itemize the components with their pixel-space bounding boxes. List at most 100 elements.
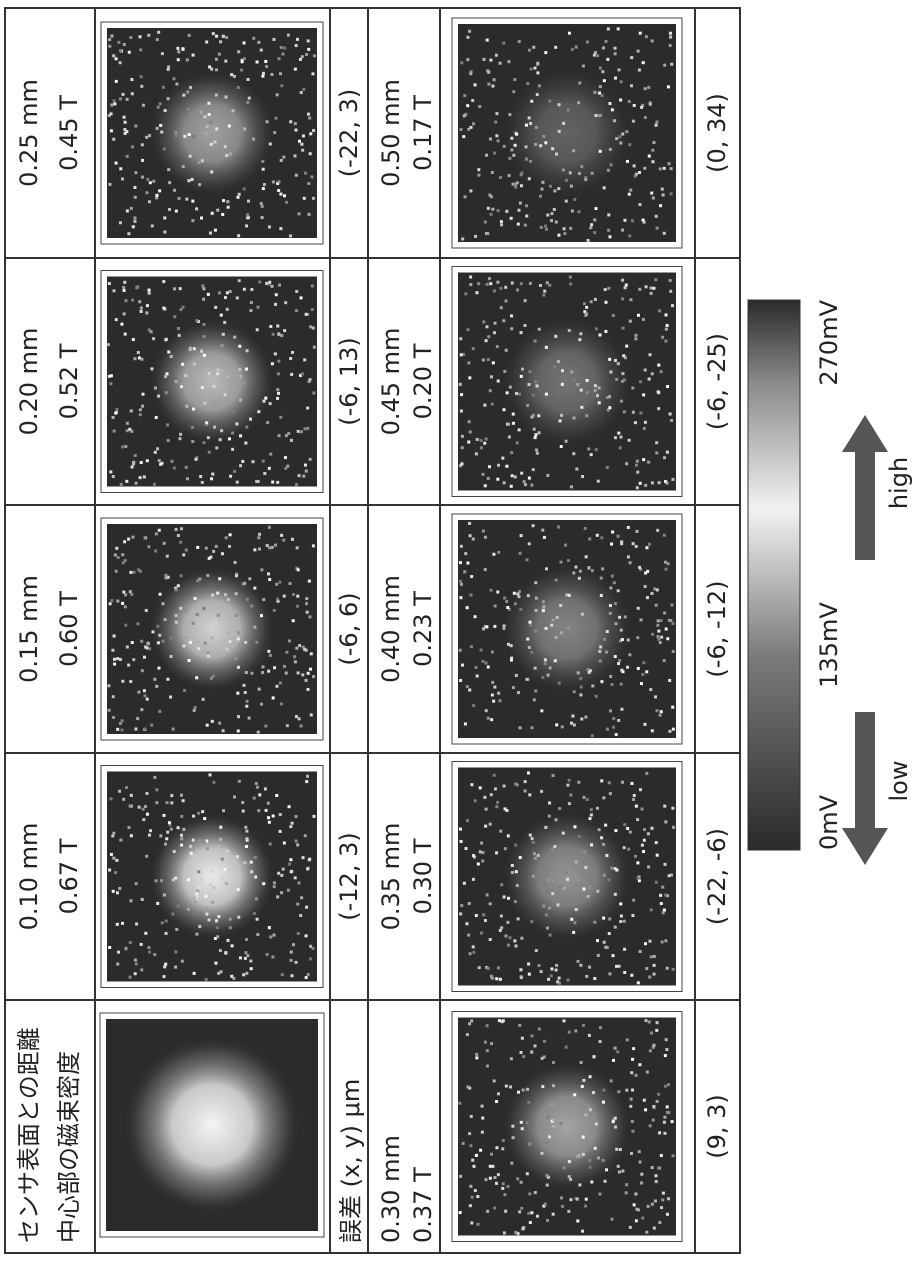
noise-dot: [290, 959, 293, 962]
noise-dot: [504, 934, 507, 937]
noise-dot: [172, 878, 175, 881]
noise-dot: [625, 1183, 628, 1186]
noise-dot: [174, 131, 177, 134]
noise-dot: [667, 85, 670, 88]
noise-dot: [144, 727, 147, 730]
noise-dot: [571, 48, 574, 51]
noise-dot: [110, 599, 113, 602]
noise-dot: [107, 343, 110, 346]
noise-dot: [663, 611, 666, 614]
noise-dot: [459, 679, 462, 682]
noise-dot: [459, 649, 462, 652]
noise-dot: [491, 651, 494, 654]
sensor-image: [452, 762, 682, 992]
noise-dot: [510, 1162, 513, 1165]
noise-dot: [256, 786, 259, 789]
noise-dot: [273, 131, 276, 134]
noise-dot: [293, 655, 296, 658]
noise-dot: [522, 1055, 525, 1058]
noise-dot: [124, 333, 127, 336]
noise-dot: [577, 960, 580, 963]
noise-dot: [515, 674, 518, 677]
noise-dot: [671, 304, 674, 307]
noise-dot: [579, 964, 582, 967]
noise-dot: [458, 1102, 461, 1105]
noise-dot: [637, 981, 640, 984]
noise-dot: [512, 413, 515, 416]
noise-dot: [291, 351, 294, 354]
noise-dot: [295, 309, 298, 312]
noise-dot: [271, 362, 274, 365]
noise-dot: [544, 826, 547, 829]
noise-dot: [500, 883, 503, 886]
noise-dot: [555, 723, 558, 726]
noise-dot: [272, 180, 275, 183]
noise-dot: [527, 1212, 530, 1215]
noise-dot: [557, 526, 560, 529]
noise-dot: [125, 947, 128, 950]
noise-dot: [647, 832, 650, 835]
noise-dot: [183, 135, 186, 138]
noise-dot: [112, 832, 115, 835]
noise-dot: [579, 677, 582, 680]
noise-dot: [216, 592, 219, 595]
noise-dot: [196, 546, 199, 549]
noise-dot: [224, 593, 227, 596]
noise-dot: [551, 619, 554, 622]
noise-dot: [610, 867, 613, 870]
noise-dot: [158, 634, 161, 637]
page: {"header": {"line1": "センサ表面との距離", "line2…: [0, 0, 914, 1273]
noise-dot: [613, 119, 616, 122]
noise-dot: [113, 658, 116, 661]
noise-dot: [495, 977, 498, 980]
noise-dot: [663, 1121, 666, 1124]
noise-dot: [561, 725, 564, 728]
rotated-table: センサ表面との距離 中心部の磁束密度 誤差 (x, y) μm 0mV 135m…: [5, 8, 913, 1253]
noise-dot: [173, 315, 176, 318]
noise-dot: [471, 1159, 474, 1162]
noise-dot: [646, 596, 649, 599]
noise-dot: [460, 61, 463, 64]
noise-dot: [115, 859, 118, 862]
noise-dot: [532, 394, 535, 397]
noise-dot: [194, 706, 197, 709]
noise-dot: [126, 422, 129, 425]
error: (-6, 6): [335, 592, 363, 665]
noise-dot: [626, 1038, 629, 1041]
noise-dot: [652, 1119, 655, 1122]
noise-dot: [261, 671, 264, 674]
noise-dot: [583, 302, 586, 305]
noise-dot: [654, 695, 657, 698]
noise-dot: [519, 552, 522, 555]
noise-dot: [228, 545, 231, 548]
noise-dot: [503, 408, 506, 411]
noise-dot: [640, 618, 643, 621]
noise-dot: [219, 40, 222, 43]
noise-dot: [126, 646, 129, 649]
noise-dot: [236, 196, 239, 199]
noise-dot: [312, 129, 315, 132]
noise-dot: [506, 391, 509, 394]
noise-dot: [459, 337, 462, 340]
noise-dot: [242, 973, 245, 976]
noise-dot: [158, 710, 161, 713]
noise-dot: [280, 159, 283, 162]
noise-dot: [637, 314, 640, 317]
noise-dot: [180, 834, 183, 837]
noise-dot: [507, 944, 510, 947]
noise-dot: [645, 1231, 648, 1234]
noise-dot: [486, 39, 489, 42]
noise-dot: [469, 1204, 472, 1207]
noise-dot: [490, 793, 493, 796]
flux-density: 0.23 T: [409, 591, 437, 667]
noise-dot: [180, 837, 183, 840]
noise-dot: [117, 41, 120, 44]
noise-dot: [193, 709, 196, 712]
noise-dot: [166, 423, 169, 426]
noise-dot: [657, 1167, 660, 1170]
noise-dot: [480, 649, 483, 652]
noise-dot: [116, 891, 119, 894]
noise-dot: [606, 396, 609, 399]
noise-dot: [268, 467, 271, 470]
noise-dot: [584, 527, 587, 530]
